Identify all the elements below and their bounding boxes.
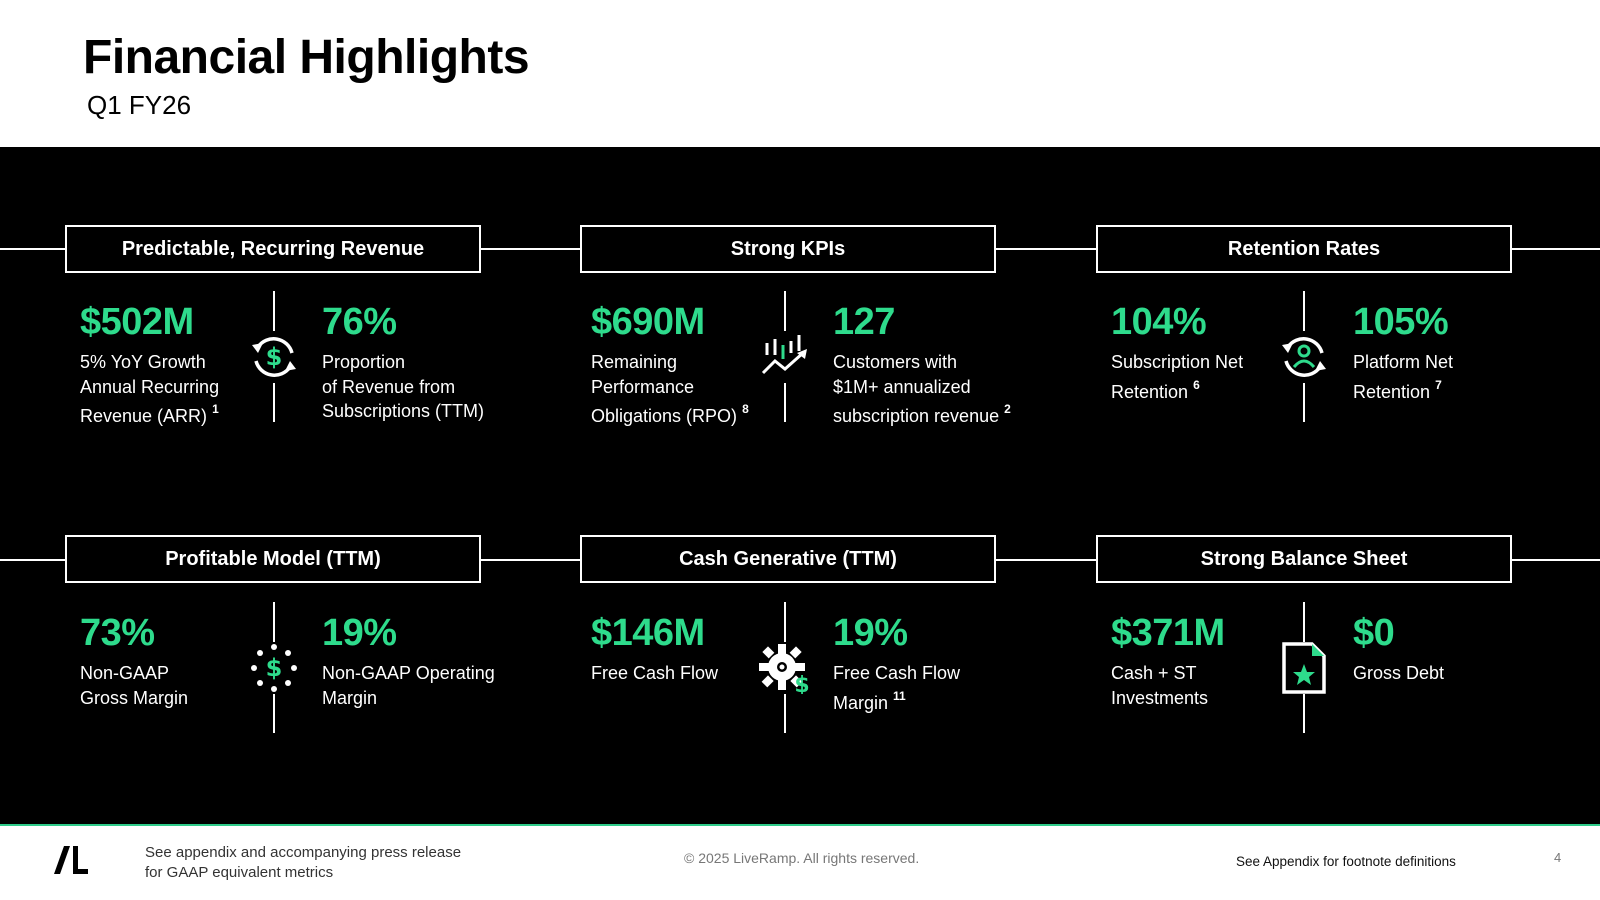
metric-operating-margin: 19% Non-GAAP Operating Margin bbox=[322, 613, 495, 710]
metric-description: Proportion of Revenue from Subscriptions… bbox=[322, 352, 485, 421]
metric-value: 127 bbox=[833, 301, 895, 343]
metric-value: 105% bbox=[1353, 301, 1449, 343]
metric-gross-debt: $0 Gross Debt bbox=[1353, 613, 1444, 686]
page-subtitle: Q1 FY26 bbox=[87, 90, 192, 120]
metric-description: Customers with $1M+ annualized subscript… bbox=[833, 352, 1011, 426]
metric-description: Free Cash Flow Margin 11 bbox=[833, 663, 961, 713]
footnote-reference: See Appendix for footnote definitions bbox=[1236, 854, 1456, 869]
page-title: Financial Highlights bbox=[83, 31, 530, 84]
metric-description: Non-GAAP Gross Margin bbox=[80, 663, 189, 708]
metric-description: Remaining Performance Obligations (RPO) … bbox=[591, 352, 749, 426]
metric-value: 76% bbox=[322, 301, 397, 343]
metric-fcf-margin: 19% Free Cash Flow Margin 11 bbox=[833, 613, 960, 715]
liveramp-logo bbox=[50, 844, 90, 876]
metric-description: Gross Debt bbox=[1353, 663, 1445, 683]
category-retention-rates: Retention Rates bbox=[1096, 225, 1512, 273]
metric-value: $502M bbox=[80, 301, 194, 343]
slide-header: Financial Highlights Q1 FY26 bbox=[0, 0, 1600, 147]
metric-million-dollar-customers: 127 Customers with $1M+ annualized subsc… bbox=[833, 302, 1011, 429]
user-refresh-icon bbox=[1278, 331, 1330, 383]
svg-text:$: $ bbox=[266, 654, 283, 682]
footnote-marker: 2 bbox=[1004, 402, 1011, 416]
footnote-marker: 7 bbox=[1435, 377, 1442, 392]
category-cash-generative: Cash Generative (TTM) bbox=[580, 535, 996, 583]
metric-description: 5% YoY Growth Annual Recurring Revenue (… bbox=[80, 352, 220, 426]
metric-value: $146M bbox=[591, 612, 705, 654]
category-profitable-model: Profitable Model (TTM) bbox=[65, 535, 481, 583]
metric-value: 73% bbox=[80, 612, 155, 654]
metric-value: $690M bbox=[591, 301, 705, 343]
metric-arr: $502M 5% YoY Growth Annual Recurring Rev… bbox=[80, 302, 219, 429]
gear-dollar-icon: $ bbox=[759, 642, 811, 694]
metric-value: $371M bbox=[1111, 612, 1225, 654]
slide-footer bbox=[0, 826, 1600, 900]
svg-text:$: $ bbox=[794, 673, 809, 694]
panel-accent-line bbox=[0, 824, 1600, 826]
metric-description: Platform Net Retention 7 bbox=[1353, 352, 1454, 402]
metric-description: Non-GAAP Operating Margin bbox=[322, 663, 495, 708]
growth-chart-icon bbox=[759, 331, 811, 383]
metric-description: Subscription Net Retention 6 bbox=[1111, 352, 1244, 402]
category-strong-kpis: Strong KPIs bbox=[580, 225, 996, 273]
category-recurring-revenue: Predictable, Recurring Revenue bbox=[65, 225, 481, 273]
metric-platform-net-retention: 105% Platform Net Retention 7 bbox=[1353, 302, 1453, 404]
footnote-marker: 1 bbox=[212, 402, 219, 416]
metric-subscription-proportion: 76% Proportion of Revenue from Subscript… bbox=[322, 302, 484, 424]
recurring-dollar-icon: $ bbox=[248, 331, 300, 383]
copyright: © 2025 LiveRamp. All rights reserved. bbox=[684, 850, 920, 866]
footnote-marker: 8 bbox=[742, 402, 749, 416]
page-number: 4 bbox=[1554, 850, 1562, 865]
category-balance-sheet: Strong Balance Sheet bbox=[1096, 535, 1512, 583]
metric-value: $0 bbox=[1353, 612, 1395, 654]
gaap-note: See appendix and accompanying press rele… bbox=[145, 844, 462, 881]
metric-value: 19% bbox=[833, 612, 908, 654]
metric-gross-margin: 73% Non-GAAP Gross Margin bbox=[80, 613, 188, 710]
footnote-marker: 6 bbox=[1193, 377, 1200, 392]
metric-description: Free Cash Flow bbox=[591, 663, 719, 683]
metric-value: 104% bbox=[1111, 301, 1207, 343]
metric-free-cash-flow: $146M Free Cash Flow bbox=[591, 613, 718, 686]
metric-rpo: $690M Remaining Performance Obligations … bbox=[591, 302, 749, 429]
footnote-marker: 11 bbox=[893, 688, 906, 703]
metric-value: 19% bbox=[322, 612, 397, 654]
document-star-icon bbox=[1278, 642, 1330, 694]
metric-cash-investments: $371M Cash + ST Investments bbox=[1111, 613, 1225, 710]
metric-description: Cash + ST Investments bbox=[1111, 663, 1209, 708]
metric-subscription-net-retention: 104% Subscription Net Retention 6 bbox=[1111, 302, 1243, 404]
svg-text:$: $ bbox=[266, 343, 283, 371]
dotted-dollar-icon: $ bbox=[248, 642, 300, 694]
